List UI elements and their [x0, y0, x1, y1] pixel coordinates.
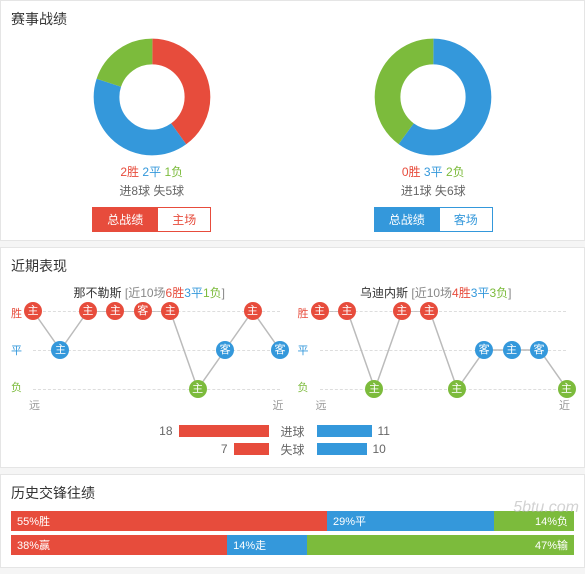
form-node: 主 [106, 302, 124, 320]
form-node: 主 [338, 302, 356, 320]
donut-home: 2胜 2平 1负 进8球 失5球 总战绩 主场 [22, 37, 282, 232]
form-node: 客 [475, 341, 493, 359]
form-node: 主 [420, 302, 438, 320]
stacked-bar: 38%赢14%走47%输 [11, 535, 574, 555]
donut-summary: 0胜 3平 2负 进1球 失6球 [401, 163, 466, 201]
form-node: 客 [271, 341, 289, 359]
stacked-bar: 55%胜29%平14%负 [11, 511, 574, 531]
bar-segment: 29%平 [327, 511, 494, 531]
recent-form-panel: 近期表现 那不勒斯 [近10场6胜3平1负] 胜平负 主主主主客主主客主客 远近… [0, 247, 585, 468]
form-node: 主 [558, 380, 576, 398]
recent-header: 乌迪内斯 [近10场4胜3平3负] [298, 284, 575, 301]
form-node: 主 [503, 341, 521, 359]
recent-col-left: 那不勒斯 [近10场6胜3平1负] 胜平负 主主主主客主主客主客 远近 [11, 284, 288, 417]
recent-header: 那不勒斯 [近10场6胜3平1负] [11, 284, 288, 301]
goals-text: 进8球 失5球 [119, 184, 184, 198]
donut-row: 2胜 2平 1负 进8球 失5球 总战绩 主场 0胜 3平 2负 进1球 失6球… [11, 37, 574, 232]
tab-overall[interactable]: 总战绩 [92, 207, 158, 232]
form-node: 主 [448, 380, 466, 398]
tab-overall[interactable]: 总战绩 [374, 207, 440, 232]
h2h-panel: 历史交锋往绩 55%胜29%平14%负 38%赢14%走47%输 [0, 474, 585, 568]
tab-group-away: 总战绩 客场 [374, 207, 493, 232]
form-node: 主 [24, 302, 42, 320]
line-chart: 胜平负 主主主主主主客主客主 [302, 305, 571, 395]
recent-col-right: 乌迪内斯 [近10场4胜3平3负] 胜平负 主主主主主主客主客主 远近 [298, 284, 575, 417]
form-node: 客 [216, 341, 234, 359]
form-node: 主 [189, 380, 207, 398]
tab-group-home: 总战绩 主场 [92, 207, 211, 232]
donut-away: 0胜 3平 2负 进1球 失6球 总战绩 客场 [303, 37, 563, 232]
form-node: 客 [134, 302, 152, 320]
form-node: 主 [244, 302, 262, 320]
bar-segment: 47%输 [307, 535, 574, 555]
form-node: 主 [79, 302, 97, 320]
form-node: 主 [311, 302, 329, 320]
bar-segment: 14%走 [227, 535, 307, 555]
tab-home[interactable]: 主场 [158, 207, 211, 232]
form-node: 客 [530, 341, 548, 359]
donut-chart [92, 37, 212, 157]
match-record-panel: 赛事战绩 2胜 2平 1负 进8球 失5球 总战绩 主场 0胜 3平 2负 进1… [0, 0, 585, 241]
donut-summary: 2胜 2平 1负 进8球 失5球 [119, 163, 184, 201]
line-chart: 胜平负 主主主主客主主客主客 [15, 305, 284, 395]
h2h-bars: 55%胜29%平14%负 38%赢14%走47%输 [11, 511, 574, 555]
panel-title: 历史交锋往绩 [11, 483, 574, 503]
form-node: 主 [51, 341, 69, 359]
donut-chart [373, 37, 493, 157]
form-node: 主 [365, 380, 383, 398]
bar-segment: 55%胜 [11, 511, 327, 531]
goal-compare: 18 进球 11 7 失球 10 [11, 423, 574, 457]
bar-segment: 14%负 [494, 511, 574, 531]
form-node: 主 [393, 302, 411, 320]
form-node: 主 [161, 302, 179, 320]
panel-title: 赛事战绩 [11, 9, 574, 29]
panel-title: 近期表现 [11, 256, 574, 276]
goals-text: 进1球 失6球 [401, 184, 466, 198]
tab-away[interactable]: 客场 [440, 207, 493, 232]
recent-row: 那不勒斯 [近10场6胜3平1负] 胜平负 主主主主客主主客主客 远近 乌迪内斯… [11, 284, 574, 417]
bar-segment: 38%赢 [11, 535, 227, 555]
